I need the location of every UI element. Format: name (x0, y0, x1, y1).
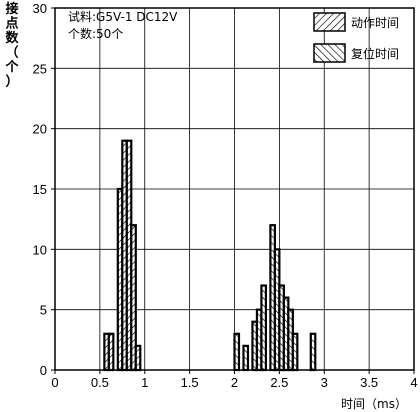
y-tick-label: 0 (40, 363, 47, 378)
x-axis-ticks: 0 0.5 1 1.5 2 2.5 3 3.5 4 (51, 370, 418, 390)
legend-swatch-reset (313, 43, 346, 63)
legend-label-reset: 复位时间 (351, 46, 399, 61)
annotation-count: 个数:50个 (68, 26, 123, 41)
x-tick-label: 2.5 (270, 375, 288, 390)
bar-reset-time (242, 344, 250, 372)
x-axis-label: 时间（ms） (341, 397, 407, 411)
x-tick-label: 3.5 (360, 375, 378, 390)
x-tick-label: 0 (51, 375, 58, 390)
x-tick-label: 0.5 (91, 375, 109, 390)
grid-lines (55, 8, 414, 370)
x-tick-label: 1.5 (181, 375, 199, 390)
legend-swatch-action (313, 12, 346, 32)
y-axis-ticks: 0 5 10 15 20 25 30 (33, 1, 55, 378)
y-tick-label: 30 (33, 1, 47, 16)
bar-reset-time (291, 332, 299, 372)
legend: 动作时间 复位时间 (313, 12, 399, 63)
bar-reset-time (233, 332, 241, 372)
x-tick-label: 1 (141, 375, 148, 390)
x-tick-label: 2 (231, 375, 238, 390)
y-tick-label: 10 (33, 242, 47, 257)
bar-reset-time (260, 284, 268, 372)
y-axis-label: 接点数（个） (4, 1, 19, 90)
y-tick-label: 25 (33, 61, 47, 76)
x-tick-label: 4 (410, 375, 417, 390)
y-tick-label: 5 (40, 303, 47, 318)
y-tick-label: 20 (33, 122, 47, 137)
bars-layer (103, 139, 317, 372)
bar-action-time (134, 344, 142, 372)
bar-reset-time (309, 332, 317, 372)
x-tick-label: 3 (321, 375, 328, 390)
legend-label-action: 动作时间 (351, 16, 399, 30)
bar-action-time (107, 332, 115, 372)
annotation-sample: 试料:G5V-1 DC12V (68, 9, 178, 24)
y-tick-label: 15 (33, 182, 47, 197)
